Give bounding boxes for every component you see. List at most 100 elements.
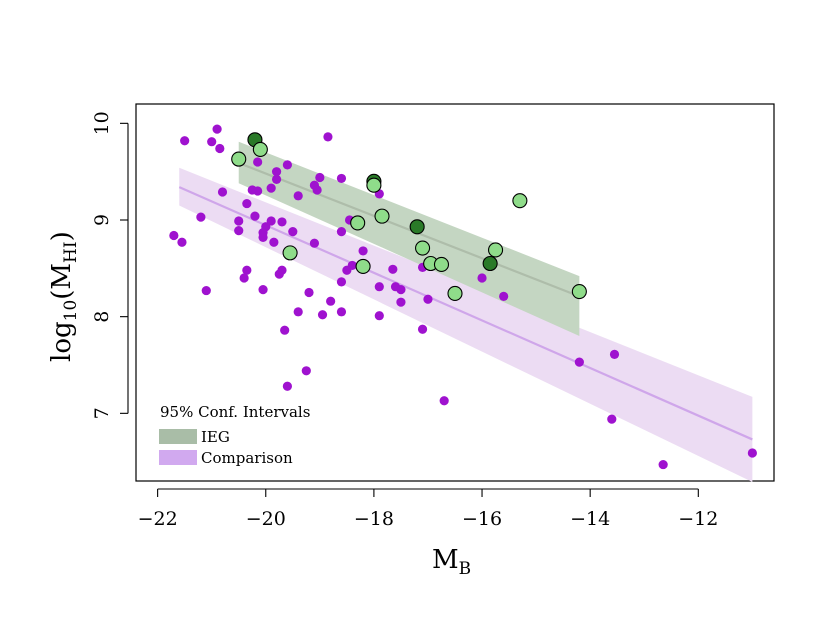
comparison-point	[180, 136, 190, 146]
comparison-point	[277, 217, 287, 227]
comparison-point	[336, 277, 347, 287]
comparison-point	[253, 186, 263, 196]
comparison-point	[312, 185, 322, 195]
x-tick-label: −22	[138, 508, 178, 530]
comparison-point	[201, 285, 211, 296]
ieg-point	[366, 177, 382, 193]
comparison-point	[242, 198, 252, 209]
comparison-point	[239, 273, 249, 283]
confidence-bands	[179, 141, 753, 482]
y-axis-title-log: log	[47, 321, 77, 362]
comparison-point	[258, 232, 268, 242]
y-axis-title-close: )	[47, 231, 77, 241]
comparison-point	[499, 291, 509, 301]
ieg-point	[433, 256, 450, 273]
comparison-point	[301, 366, 311, 376]
legend-label-ieg: IEG	[201, 428, 230, 446]
comparison-point	[336, 173, 347, 184]
comparison-point	[274, 269, 284, 279]
comparison-point	[317, 310, 328, 320]
fit-lines	[178, 161, 753, 441]
comparison-point	[336, 227, 347, 237]
comparison-point	[177, 237, 187, 247]
comparison-point	[234, 216, 244, 226]
x-tick-label: −14	[570, 508, 610, 530]
ieg-point	[282, 245, 298, 261]
ieg-point	[350, 215, 366, 231]
ieg-point	[415, 240, 431, 256]
comparison-point	[242, 265, 252, 275]
ieg-point	[231, 151, 247, 167]
comparison-point	[271, 174, 282, 184]
comparison-point	[326, 296, 336, 306]
comparison-point	[304, 287, 314, 298]
y-tick-label: 10	[91, 111, 113, 135]
comparison-confidence-band	[179, 167, 753, 482]
ieg-points	[231, 132, 587, 302]
comparison-point	[336, 307, 347, 317]
comparison-point	[439, 396, 449, 406]
legend: 95% Conf. Intervals IEG Comparison	[159, 403, 310, 467]
comparison-point	[388, 264, 398, 274]
ieg-point	[512, 193, 528, 209]
x-axis-title-main: M	[432, 545, 459, 575]
ieg-point	[374, 208, 390, 224]
comparison-point	[374, 311, 384, 321]
comparison-point	[477, 273, 487, 283]
comparison-point	[253, 157, 263, 167]
ieg-point	[571, 283, 587, 300]
y-tick-label: 9	[91, 214, 113, 226]
comparison-point	[609, 349, 620, 359]
comparison-point	[658, 459, 668, 470]
comparison-point	[574, 357, 584, 367]
x-tick-label: −18	[354, 508, 394, 530]
x-axis-title-sub: B	[459, 559, 472, 579]
x-axis: −22 −20 −18 −16 −14 −12	[138, 488, 718, 530]
comparison-point	[215, 143, 225, 154]
comparison-point	[217, 187, 228, 197]
comparison-point	[271, 167, 282, 177]
comparison-point	[282, 381, 292, 391]
comparison-point	[169, 230, 179, 241]
y-axis: 7 8 9 10	[91, 111, 129, 419]
comparison-point	[323, 132, 333, 142]
y-axis-title: log10(MHI)	[47, 231, 81, 362]
comparison-point	[207, 137, 217, 147]
y-axis-title-base: 10	[61, 300, 81, 322]
y-tick-label: 7	[91, 407, 113, 419]
plot-frame	[135, 103, 775, 482]
y-tick-label: 8	[91, 311, 113, 323]
legend-swatch-ieg	[159, 429, 197, 444]
ieg-point	[252, 141, 268, 157]
legend-label-comparison: Comparison	[201, 449, 293, 467]
comparison-point	[266, 183, 276, 193]
comparison-point	[417, 324, 428, 334]
comparison-fit-line	[178, 186, 753, 441]
ieg-point	[482, 255, 498, 272]
ieg-point	[488, 242, 504, 258]
ieg-point	[409, 219, 425, 235]
comparison-point	[396, 285, 406, 295]
ieg-confidence-band	[238, 141, 580, 336]
comparison-point	[293, 307, 303, 317]
comparison-point	[358, 246, 368, 256]
comparison-point	[423, 294, 433, 304]
comparison-point	[282, 160, 292, 170]
comparison-point	[374, 282, 384, 292]
comparison-point	[258, 285, 268, 295]
comparison-point	[196, 212, 206, 222]
comparison-point	[396, 297, 406, 307]
ieg-point	[447, 285, 463, 302]
ieg-point	[355, 258, 371, 274]
comparison-point	[212, 124, 222, 134]
comparison-point	[607, 414, 617, 424]
comparison-point	[288, 227, 298, 237]
comparison-point	[266, 216, 276, 226]
legend-swatch-comparison	[159, 450, 197, 465]
legend-title: 95% Conf. Intervals	[160, 403, 310, 421]
x-tick-label: −16	[462, 508, 502, 530]
y-axis-title-mid: (M	[47, 263, 77, 300]
comparison-point	[280, 325, 290, 335]
comparison-point	[234, 226, 244, 236]
